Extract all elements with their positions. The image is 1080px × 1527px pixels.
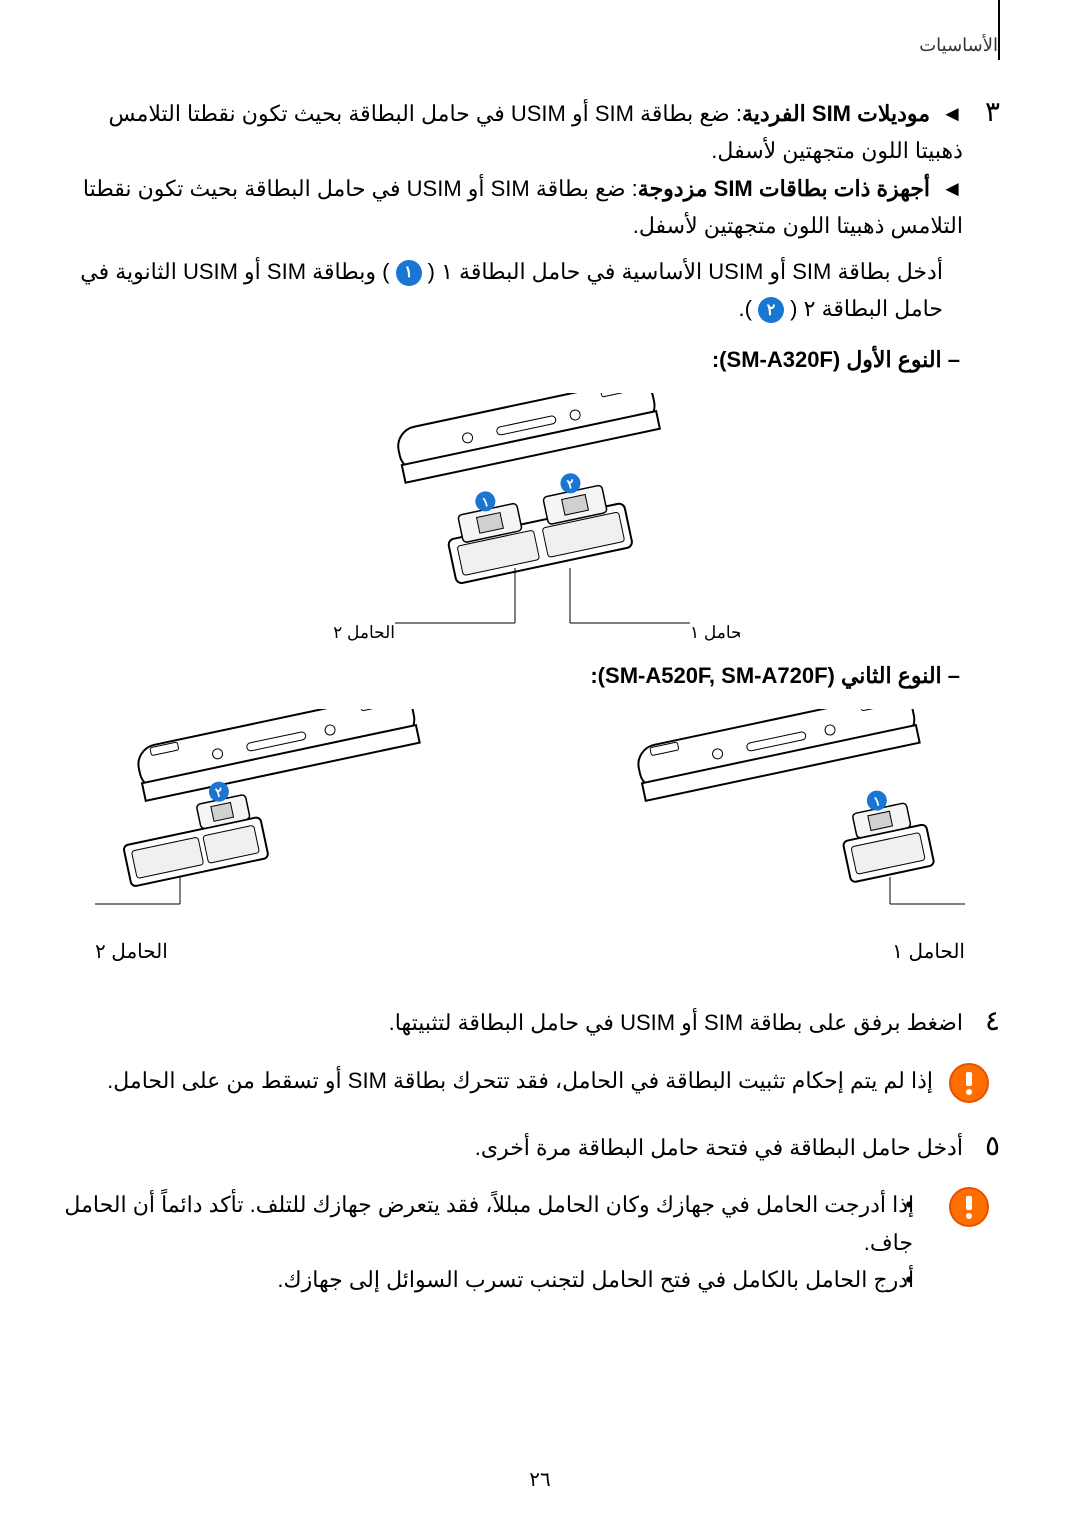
step-5-number: ٥ bbox=[985, 1129, 1000, 1162]
bullet-icon: ◄ bbox=[941, 101, 963, 126]
warning-2: إذا أدرجت الحامل في جهازك وكان الحامل مب… bbox=[60, 1186, 1000, 1298]
warning-icon bbox=[948, 1062, 990, 1104]
type-1-heading: – النوع الأول (SM-A320F): bbox=[60, 347, 1000, 373]
type-2-diagram-left: ٢ الحامل ٢ bbox=[80, 709, 480, 964]
bullet-icon: ◄ bbox=[941, 176, 963, 201]
page-number: ٢٦ bbox=[0, 1467, 1080, 1492]
step-3-bold-1: موديلات SIM الفردية bbox=[742, 101, 930, 126]
type-1-diagram: ١ ٢ الحامل ٢ الحامل ١ bbox=[60, 393, 1000, 643]
instruction-p3: ). bbox=[738, 296, 751, 321]
step-4: ٤ اضغط برفق على بطاقة SIM أو USIM في حام… bbox=[60, 1004, 1000, 1041]
type-2-diagrams: ١ الحامل ١ bbox=[60, 709, 1000, 964]
page-content: ٣ ◄ موديلات SIM الفردية: ضع بطاقة SIM أو… bbox=[60, 95, 1000, 1318]
type-2-diagram-right: ١ الحامل ١ bbox=[580, 709, 980, 964]
step-4-text: اضغط برفق على بطاقة SIM أو USIM في حامل … bbox=[60, 1004, 963, 1041]
warning-icon bbox=[948, 1186, 990, 1228]
warning-1: إذا لم يتم إحكام تثبيت البطاقة في الحامل… bbox=[60, 1062, 1000, 1104]
warning-2-item-2: أدرج الحامل بالكامل في فتح الحامل لتجنب … bbox=[60, 1261, 933, 1298]
step-3-bold-2: أجهزة ذات بطاقات SIM مزدوجة bbox=[638, 176, 930, 201]
circle-1-icon: ١ bbox=[396, 260, 422, 286]
step-3-bullet-1: ◄ موديلات SIM الفردية: ضع بطاقة SIM أو U… bbox=[60, 95, 963, 170]
step-5-text: أدخل حامل البطاقة في فتحة حامل البطاقة م… bbox=[60, 1129, 963, 1166]
caption-tray-2: الحامل ٢ bbox=[80, 939, 480, 964]
step-4-number: ٤ bbox=[985, 1004, 1000, 1037]
warning-2-list: إذا أدرجت الحامل في جهازك وكان الحامل مب… bbox=[60, 1186, 933, 1298]
device-svg-tray1: ١ bbox=[580, 709, 980, 929]
warning-2-text: إذا أدرجت الحامل في جهازك وكان الحامل مب… bbox=[60, 1186, 933, 1298]
caption-tray-1: الحامل ١ bbox=[580, 939, 980, 964]
step-3-bullet-2: ◄ أجهزة ذات بطاقات SIM مزدوجة: ضع بطاقة … bbox=[60, 170, 963, 245]
svg-text:الحامل ٢: الحامل ٢ bbox=[333, 623, 395, 642]
svg-text:الحامل ١: الحامل ١ bbox=[690, 623, 740, 642]
circle-2-icon: ٢ bbox=[758, 297, 784, 323]
step-3-number: ٣ bbox=[985, 95, 1000, 128]
page-border-line bbox=[998, 0, 1000, 60]
step-3-instruction: أدخل بطاقة SIM أو USIM الأساسية في حامل … bbox=[60, 253, 963, 328]
step-3: ٣ ◄ موديلات SIM الفردية: ضع بطاقة SIM أو… bbox=[60, 95, 1000, 327]
step-3-body: ◄ موديلات SIM الفردية: ضع بطاقة SIM أو U… bbox=[60, 95, 963, 327]
device-svg-tray2: ٢ bbox=[80, 709, 480, 929]
type-2-heading: – النوع الثاني (SM-A520F, SM-A720F): bbox=[60, 663, 1000, 689]
instruction-p1: أدخل بطاقة SIM أو USIM الأساسية في حامل … bbox=[428, 259, 943, 284]
device-diagram-type1: ١ ٢ الحامل ٢ الحامل ١ bbox=[320, 393, 740, 643]
step-5: ٥ أدخل حامل البطاقة في فتحة حامل البطاقة… bbox=[60, 1129, 1000, 1166]
header-title: الأساسيات bbox=[919, 35, 998, 56]
warning-2-item-1: إذا أدرجت الحامل في جهازك وكان الحامل مب… bbox=[60, 1186, 933, 1261]
warning-1-text: إذا لم يتم إحكام تثبيت البطاقة في الحامل… bbox=[60, 1062, 933, 1099]
